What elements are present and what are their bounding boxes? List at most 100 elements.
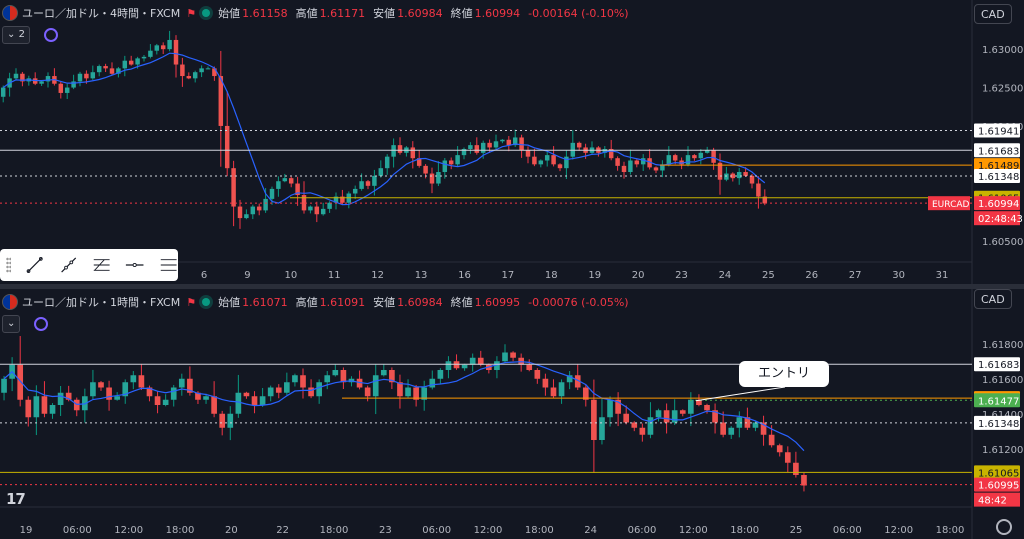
trendline-icon[interactable] [25,254,44,276]
market-status-icon[interactable] [202,298,211,306]
candle-body [413,387,419,400]
flag-icon[interactable]: ⚑ [186,6,197,20]
candle-body [744,417,751,428]
time-tick-label: 06:00 [422,525,451,536]
candle-body [154,396,161,405]
pane-separator[interactable] [0,284,1024,289]
tradingview-logo[interactable]: 17 [6,490,26,508]
candle-body [442,160,448,173]
candle-body [130,375,137,383]
candle-body [696,399,702,405]
candle-body [0,87,6,97]
price-tick-label: 1.61400 [982,410,1023,421]
candle-body [300,375,306,388]
indicator-icon[interactable] [34,317,49,331]
candle-body [672,155,678,161]
chart-pane-4h[interactable]: 1.630001.625001.620001.60500691011121316… [0,0,1024,284]
candle-body [448,160,454,165]
time-tick-label: 18 [545,270,558,281]
close-value: 1.60994 [474,6,521,20]
candle-body [180,64,185,77]
high-label: 高値 [295,296,318,309]
drag-handle[interactable] [6,257,12,273]
candle-body [655,410,662,418]
candle-body [20,73,25,82]
candle-body [263,198,268,211]
time-tick-label: 31 [936,270,949,281]
candle-body [455,155,460,165]
price-chart-1h[interactable]: 1.61800 1.61600 1.61400 1.61200 19 06:00 12:00… [0,289,1024,539]
candle-body [591,399,597,440]
candle-body [469,357,476,365]
candle-body [608,148,614,159]
candle-body [576,142,582,148]
fib-icon[interactable] [92,254,111,276]
candle-body [743,172,748,176]
indicator-controls: ⌄ [2,315,49,333]
low-label: 安値 [373,296,396,309]
symbol-title[interactable]: ユーロ／加ドル・4時間・FXCM [22,7,181,20]
settings-gear-icon[interactable] [996,519,1012,535]
candle-body [308,206,313,211]
chart-pane-1h[interactable]: 1.61800 1.61600 1.61400 1.61200 19 06:00 12:00… [0,289,1024,539]
price-label-badge [974,357,1020,372]
time-tick-label: 19 [588,270,601,281]
high-value: 1.61091 [319,295,366,309]
candle-body [380,370,387,376]
candle-body [372,175,377,186]
candle-body [227,413,234,428]
candle-body [760,422,767,435]
candle-body [276,181,281,189]
callout-pointer-line [695,386,786,402]
market-status-icon[interactable] [202,9,211,17]
price-label-text: 1.61941 [978,126,1019,137]
candle-body [494,361,500,370]
candle-body [195,392,201,400]
candle-body [628,160,633,173]
price-chart-4h[interactable]: 1.630001.625001.620001.60500691011121316… [0,0,1024,284]
candle-body [141,56,147,59]
time-tick-label: 25 [762,270,775,281]
low-value: 1.60984 [397,6,443,20]
candle-body [116,68,121,74]
candle-body [308,387,314,397]
indicator-icon[interactable] [43,28,58,42]
candle-body [103,66,108,69]
candle-body [73,399,80,411]
candle-body [502,352,508,362]
flag-icon[interactable]: ⚑ [186,295,197,309]
ray-icon[interactable] [59,254,78,276]
candle-body [154,45,160,51]
candle-body [506,139,512,146]
indicator-toggle-button[interactable]: ⌄ 2 [2,26,30,44]
candle-body [500,139,505,142]
price-label-text: 1.61348 [978,419,1019,430]
candle-body [410,147,416,159]
candle-body [259,396,266,405]
candle-body [251,396,258,405]
candle-body [544,155,550,161]
channel-icon[interactable] [159,254,178,276]
candle-body [736,172,742,179]
candle-body [205,68,211,70]
candle-body [493,141,499,148]
candle-body [730,173,736,179]
candle-body [623,413,630,423]
time-tick-label: 12:00 [114,525,143,536]
currency-button[interactable]: CAD [974,4,1012,24]
candle-body [640,158,646,165]
close-label: 終値 [450,296,473,309]
symbol-title[interactable]: ユーロ／加ドル・1時間・FXCM [22,296,181,309]
candle-body [237,206,243,219]
candle-body [65,392,72,400]
hline-icon[interactable] [125,254,144,276]
candle-body [397,382,403,397]
candle-body [550,387,557,397]
indicator-toggle-button[interactable]: ⌄ [2,315,21,333]
time-tick-label: 12:00 [679,525,708,536]
open-value: 1.61158 [242,6,288,20]
time-tick-label: 24 [584,525,597,536]
currency-button[interactable]: CAD [974,289,1012,309]
candle-body [288,178,294,184]
candle-body [356,378,363,388]
